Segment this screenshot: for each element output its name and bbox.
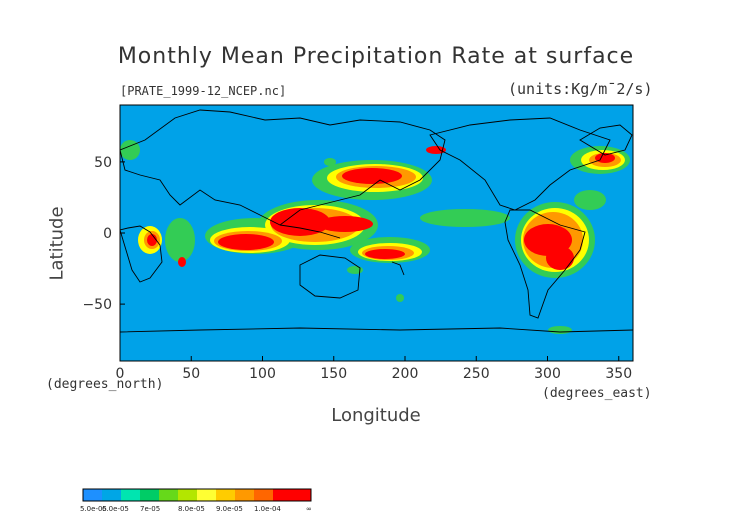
map-title: Monthly Mean Precipitation Rate at surfa…	[117, 44, 635, 69]
colorbar-label: 6.0e-05	[102, 505, 129, 513]
units-label: (units:Kg/m¯2/s)	[508, 80, 653, 98]
colorbar-swatch	[197, 489, 217, 501]
colorbar-frame	[82, 488, 312, 502]
y-tick-label: 0	[103, 226, 112, 242]
x-axis-unit-note: (degrees_east)	[542, 386, 652, 401]
coastlines	[120, 109, 633, 333]
y-axis-unit-note: (degrees_north)	[46, 377, 164, 392]
colorbar-swatch	[273, 489, 293, 501]
x-axis-ticks: 0 50 100 150 200 250 300 350	[116, 356, 632, 382]
colorbar-label: 8.0e-05	[178, 505, 205, 513]
file-label: [PRATE_1999-12_NCEP.nc]	[120, 84, 287, 98]
colorbar-swatch	[216, 489, 236, 501]
colorbar-swatch	[235, 489, 255, 501]
colorbar-label: 1.0e-04	[254, 505, 281, 513]
x-tick-label: 50	[182, 366, 200, 382]
colorbar	[82, 488, 312, 502]
colorbar-swatch	[159, 489, 179, 501]
x-tick-label: 200	[392, 366, 419, 382]
x-tick-label: 150	[320, 366, 347, 382]
x-tick-label: 0	[116, 366, 125, 382]
x-axis-label: Longitude	[331, 405, 421, 426]
colorbar-swatch	[254, 489, 274, 501]
colorbar-swatch	[140, 489, 160, 501]
colorbar-label: ∞	[306, 505, 312, 513]
y-tick-label: 50	[94, 155, 112, 171]
colorbar-swatch	[83, 489, 103, 501]
colorbar-swatch	[102, 489, 122, 501]
y-axis-label: Latitude	[46, 206, 68, 281]
y-axis-ticks: 50 0 −50	[82, 155, 125, 313]
colorbar-label: 9.0e-05	[216, 505, 243, 513]
precip-high-contours	[147, 146, 615, 270]
x-tick-label: 100	[249, 366, 276, 382]
x-tick-label: 300	[534, 366, 561, 382]
x-tick-label: 250	[463, 366, 490, 382]
colorbar-swatch	[121, 489, 141, 501]
colorbar-label: 7e-05	[140, 505, 161, 513]
colorbar-swatch	[178, 489, 198, 501]
x-tick-label: 350	[605, 366, 632, 382]
colorbar-swatch	[292, 489, 312, 501]
colorbar-label: 5.0e-05	[80, 505, 107, 513]
y-tick-label: −50	[82, 297, 112, 313]
